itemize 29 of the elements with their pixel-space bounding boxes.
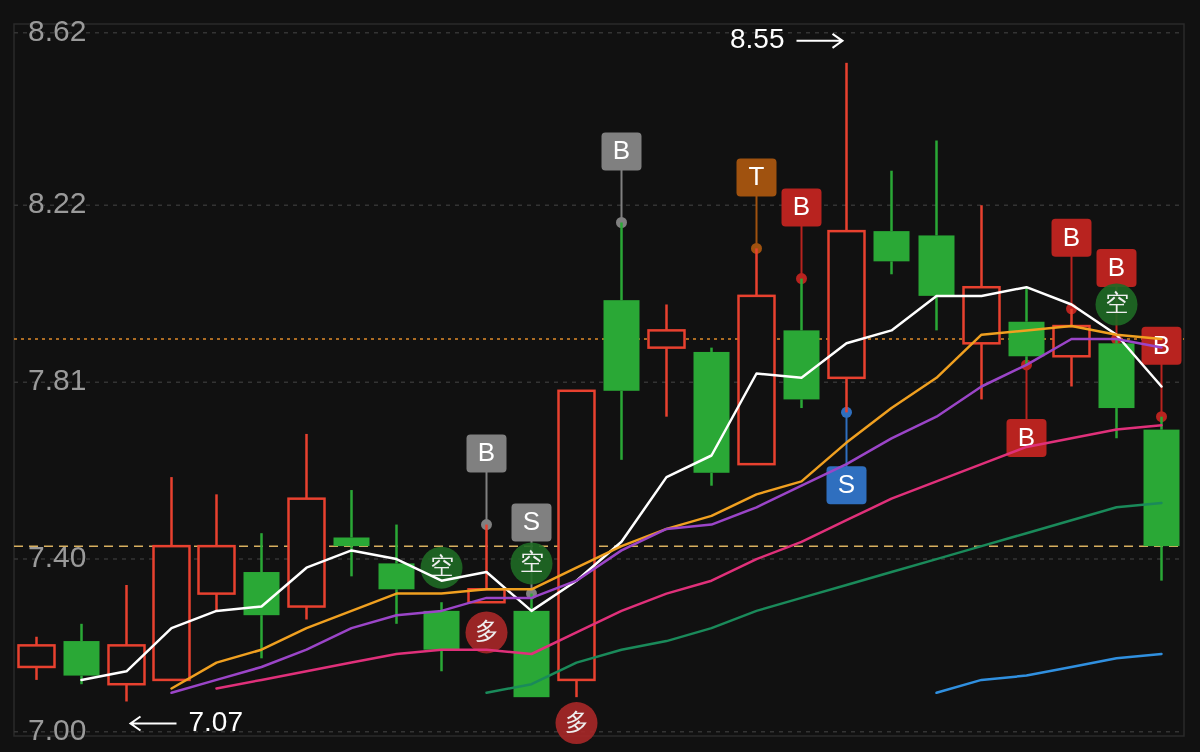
y-tick-label: 7.40 — [28, 540, 87, 573]
data-label: B — [1062, 221, 1081, 252]
data-label: B — [477, 437, 496, 468]
signal: 空 — [1095, 283, 1138, 326]
signal: 空 — [510, 542, 553, 585]
signal: 多 — [465, 611, 508, 654]
data-label: 空 — [429, 553, 454, 580]
data-label: S — [837, 469, 856, 500]
annotation: 7.07 — [188, 705, 243, 737]
data-label: 空 — [519, 548, 544, 575]
annotation: 8.55 — [730, 23, 785, 55]
y-tick-label: 8.62 — [28, 13, 87, 47]
signal: 空 — [420, 546, 463, 589]
data-label: T — [748, 161, 765, 192]
data-label: B — [1152, 329, 1171, 360]
y-tick-label: 8.22 — [28, 186, 87, 220]
data-label: S — [522, 506, 541, 537]
y-tick-label: 7.00 — [28, 712, 87, 746]
data-label: 多 — [564, 708, 589, 735]
data-label: B — [1107, 251, 1126, 282]
data-label: B — [612, 135, 631, 166]
line-series — [215, 424, 1163, 690]
data-label: 空 — [1104, 289, 1129, 316]
line-series — [935, 652, 1163, 695]
data-label: B — [1017, 421, 1036, 452]
data-label: B — [792, 191, 811, 222]
signal: 多 — [555, 702, 598, 745]
data-label: 多 — [474, 617, 499, 644]
y-tick-label: 7.81 — [28, 363, 87, 397]
